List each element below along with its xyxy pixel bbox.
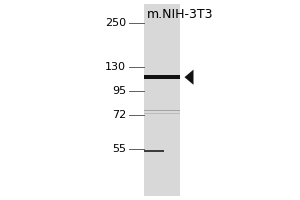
Text: 95: 95: [112, 86, 126, 96]
Text: 72: 72: [112, 110, 126, 120]
Text: 250: 250: [105, 18, 126, 28]
Bar: [144, 110, 180, 111]
Text: m.NIH-3T3: m.NIH-3T3: [147, 8, 213, 21]
Bar: [144, 4, 180, 196]
Text: 130: 130: [105, 62, 126, 72]
Bar: [144, 113, 180, 114]
Polygon shape: [184, 70, 194, 85]
Text: 55: 55: [112, 144, 126, 154]
Bar: [144, 150, 164, 152]
Bar: [144, 75, 180, 79]
